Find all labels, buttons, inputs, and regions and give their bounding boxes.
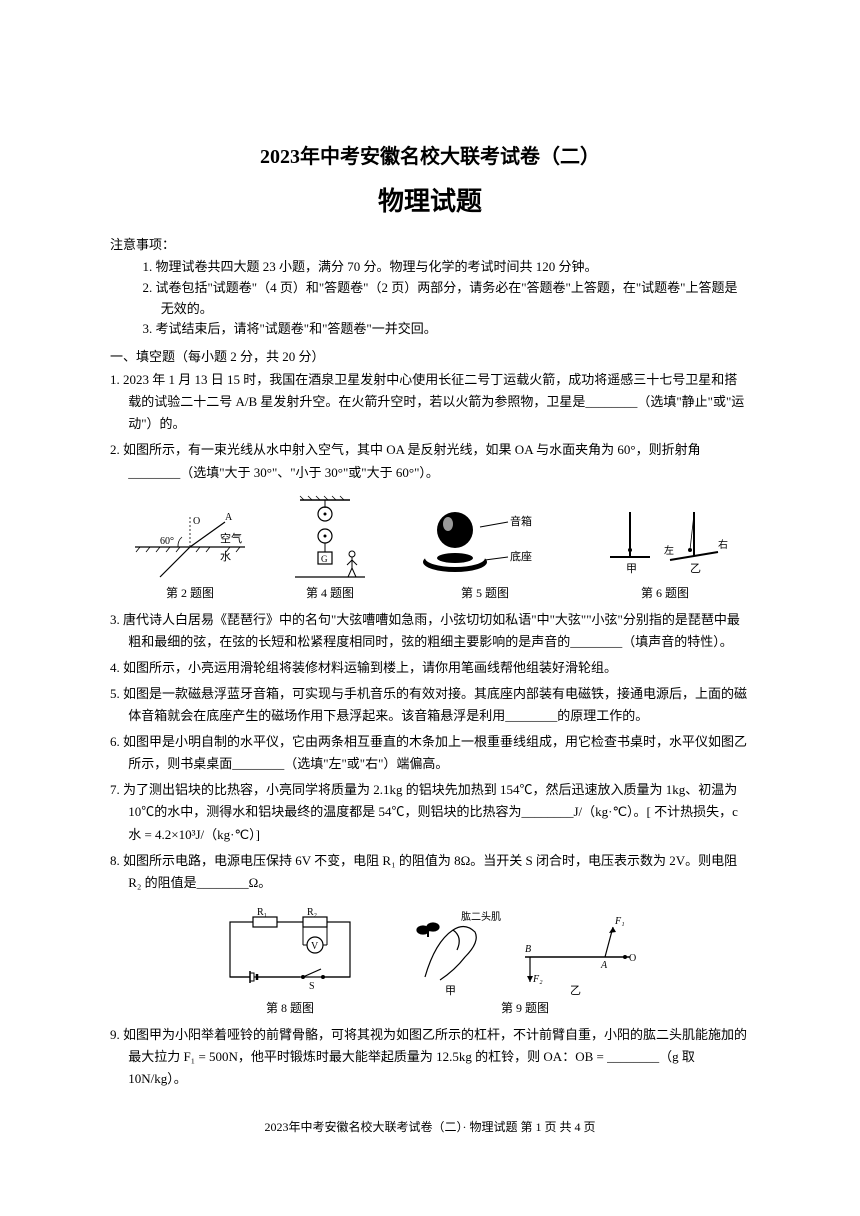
notice-item: 1. 物理试卷共四大题 23 小题，满分 70 分。物理与化学的考试时间共 12…	[161, 257, 750, 278]
question-5: 5. 如图是一款磁悬浮蓝牙音箱，可实现与手机音乐的有效对接。其底座内部装有电磁铁…	[128, 683, 750, 727]
label-voltmeter: V	[311, 941, 319, 952]
question-6: 6. 如图甲是小明自制的水平仪，它由两条相互垂直的木条加上一根重垂线组成，用它检…	[128, 731, 750, 775]
label-yi-9: 乙	[570, 984, 581, 997]
figure-q5: 音箱 底座 第 5 题图	[410, 502, 560, 601]
label-water: 水	[220, 550, 231, 563]
label-left: 左	[664, 544, 674, 557]
title-main: 2023年中考安徽名校大联考试卷（二）	[110, 140, 750, 169]
figure-q5-svg: 音箱 底座	[410, 502, 560, 582]
notice-list: 1. 物理试卷共四大题 23 小题，满分 70 分。物理与化学的考试时间共 12…	[143, 257, 751, 340]
figure-q2: A O 60° 空气 水 第 2 题图	[130, 512, 250, 601]
label-point-o: O	[193, 516, 200, 527]
label-yi: 乙	[690, 562, 701, 575]
figure-q4: G 第 4 题图	[290, 492, 370, 601]
notice-head: 注意事项：	[110, 234, 750, 253]
figure-row-2: R₁ R₂ V	[110, 902, 750, 1016]
question-9: 9. 如图甲为小阳举着哑铃的前臂骨骼，可将其视为如图乙所示的杠杆，不计前臂自重，…	[128, 1024, 750, 1090]
question-7: 7. 为了测出铝块的比热容，小亮同学将质量为 2.1kg 的铝块先加热到 154…	[128, 779, 750, 845]
question-1: 1. 2023 年 1 月 13 日 15 时，我国在酒泉卫星发射中心使用长征二…	[128, 369, 750, 435]
label-ray-a: A	[225, 512, 233, 523]
label-air: 空气	[220, 531, 242, 545]
figure-q5-caption: 第 5 题图	[410, 584, 560, 601]
figure-row-1: A O 60° 空气 水 第 2 题图	[110, 492, 750, 601]
label-base: 底座	[510, 549, 532, 563]
label-f2: F₂	[532, 974, 543, 985]
label-right: 右	[718, 538, 728, 551]
label-muscle: 肱二头肌	[461, 911, 501, 923]
figure-q4-caption: 第 4 题图	[290, 584, 370, 601]
section1-title: 一、填空题（每小题 2 分，共 20 分）	[110, 346, 750, 365]
notice-item: 2. 试卷包括"试题卷"（4 页）和"答题卷"（2 页）两部分，请务必在"答题卷…	[161, 278, 750, 320]
label-jia: 甲	[626, 563, 637, 575]
label-b: B	[525, 944, 531, 955]
label-a: A	[600, 960, 608, 971]
title-sub: 物理试题	[110, 181, 750, 218]
label-o: O	[629, 953, 636, 964]
figure-q6-caption: 第 6 题图	[600, 584, 730, 601]
figure-q9: 肱二头肌 甲 O F₁ A F₂ B 乙	[405, 902, 645, 1016]
notice-item: 3. 考试结束后，请将"试题卷"和"答题卷"一并交回。	[161, 319, 750, 340]
figure-q8: R₁ R₂ V	[215, 907, 365, 1016]
question-3: 3. 唐代诗人白居易《琵琶行》中的名句"大弦嘈嘈如急雨，小弦切切如私语"中"大弦…	[128, 609, 750, 653]
figure-q2-svg: A O 60° 空气 水	[130, 512, 250, 582]
question-8: 8. 如图所示电路，电源电压保持 6V 不变，电阻 R₁ 的阻值为 8Ω。当开关…	[128, 850, 750, 894]
figure-q6-svg: 甲 左 右 乙	[600, 502, 730, 582]
label-f1: F₁	[614, 916, 625, 927]
exam-page: 2023年中考安徽名校大联考试卷（二） 物理试题 注意事项： 1. 物理试卷共四…	[70, 20, 790, 1175]
figure-q9-svg: 肱二头肌 甲 O F₁ A F₂ B 乙	[405, 902, 645, 997]
page-footer: 2023年中考安徽名校大联考试卷（二）· 物理试题 第 1 页 共 4 页	[110, 1118, 750, 1135]
label-r2: R₂	[307, 907, 317, 918]
figure-q6: 甲 左 右 乙 第 6 题图	[600, 502, 730, 601]
question-2: 2. 如图所示，有一束光线从水中射入空气，其中 OA 是反射光线，如果 OA 与…	[128, 439, 750, 483]
figure-q9-caption: 第 9 题图	[405, 999, 645, 1016]
label-angle: 60°	[160, 536, 174, 547]
label-load-g: G	[321, 554, 328, 564]
label-r1: R₁	[257, 907, 267, 918]
label-jia-9: 甲	[445, 985, 456, 997]
figure-q8-caption: 第 8 题图	[215, 999, 365, 1016]
figure-q8-svg: R₁ R₂ V	[215, 907, 365, 997]
figure-q4-svg: G	[290, 492, 370, 582]
question-4: 4. 如图所示，小亮运用滑轮组将装修材料运输到楼上，请你用笔画线帮他组装好滑轮组…	[128, 657, 750, 679]
label-switch-s: S	[309, 981, 315, 992]
figure-q2-caption: 第 2 题图	[130, 584, 250, 601]
label-speaker: 音箱	[510, 514, 532, 528]
